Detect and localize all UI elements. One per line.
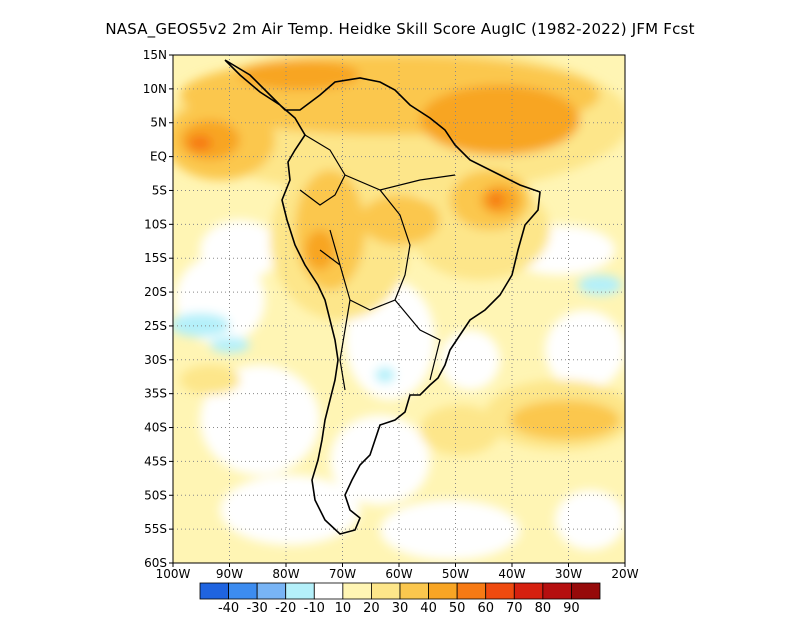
lon-tick-label: 90W: [216, 567, 243, 581]
colorbar-swatch: [342, 582, 372, 600]
colorbar-swatch: [371, 582, 401, 600]
colorbar-label: 30: [392, 601, 409, 616]
lat-tick-label: 60S: [144, 556, 167, 570]
colorbar-swatch: [571, 582, 601, 600]
colorbar-label: 50: [449, 601, 466, 616]
colorbar-label: 10: [335, 601, 352, 616]
coastline: [224, 59, 541, 535]
map-title: NASA_GEOS5v2 2m Air Temp. Heidke Skill S…: [105, 20, 695, 38]
lon-tick-label: 50W: [442, 567, 469, 581]
colorbar-swatch: [542, 582, 572, 600]
lat-tick-label: 5S: [152, 183, 167, 197]
grid-lines: [173, 55, 625, 563]
colorbar-swatch: [199, 582, 229, 600]
colorbar-label: 60: [477, 601, 494, 616]
country-borders: [299, 134, 456, 391]
lat-tick-label: 15S: [144, 251, 167, 265]
colorbar-label: 20: [363, 601, 380, 616]
lat-tick-label: EQ: [150, 150, 167, 164]
colorbar-swatch: [428, 582, 458, 600]
lat-tick-label: 10N: [143, 82, 167, 96]
colorbar-label: -40: [218, 601, 239, 616]
lat-tick-label: 50S: [144, 488, 167, 502]
colorbar-labels: -40 -30 -20 -10 10 20 30 40 50 60 70 80 90: [218, 601, 580, 616]
lon-tick-label: 100W: [156, 567, 191, 581]
lon-tick-label: 20W: [611, 567, 638, 581]
latitude-labels: 15N 10N 5N EQ 5S 10S 15S 20S 25S 30S 35S 40S 45S 50S 5…: [143, 48, 173, 570]
lon-tick-label: 30W: [555, 567, 582, 581]
lat-tick-label: 25S: [144, 319, 167, 333]
lat-tick-label: 10S: [144, 217, 167, 231]
colorbar-swatch: [313, 582, 344, 600]
colorbar: [199, 582, 601, 600]
colorbar-label: 40: [420, 601, 437, 616]
skill-field: [173, 55, 625, 563]
lon-tick-label: 80W: [272, 567, 299, 581]
lon-tick-label: 40W: [498, 567, 525, 581]
longitude-labels: 100W 90W 80W 70W 60W 50W 40W 30W 20W: [156, 563, 639, 581]
colorbar-swatch: [456, 582, 487, 600]
colorbar-label: -30: [247, 601, 268, 616]
colorbar-swatch: [285, 582, 315, 600]
lat-tick-label: 35S: [144, 387, 167, 401]
lat-tick-label: 55S: [144, 522, 167, 536]
lat-tick-label: 15N: [143, 48, 167, 62]
colorbar-swatch: [228, 582, 258, 600]
lat-tick-label: 5N: [150, 116, 167, 130]
colorbar-label: -10: [304, 601, 325, 616]
colorbar-swatch: [485, 582, 515, 600]
lat-tick-label: 20S: [144, 285, 167, 299]
colorbar-swatch: [256, 582, 287, 600]
lat-tick-label: 45S: [144, 454, 167, 468]
colorbar-label: -20: [275, 601, 296, 616]
lon-tick-label: 60W: [385, 567, 412, 581]
colorbar-label: 80: [535, 601, 552, 616]
lon-tick-label: 70W: [329, 567, 356, 581]
lat-tick-label: 40S: [144, 421, 167, 435]
colorbar-label: 70: [506, 601, 523, 616]
lat-tick-label: 30S: [144, 353, 167, 367]
colorbar-swatch: [513, 582, 544, 600]
colorbar-swatch: [399, 582, 429, 600]
colorbar-label: 90: [563, 601, 580, 616]
